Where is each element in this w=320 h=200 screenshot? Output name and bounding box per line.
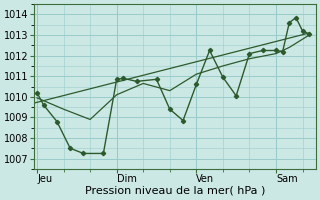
X-axis label: Pression niveau de la mer( hPa ): Pression niveau de la mer( hPa ) bbox=[85, 186, 265, 196]
